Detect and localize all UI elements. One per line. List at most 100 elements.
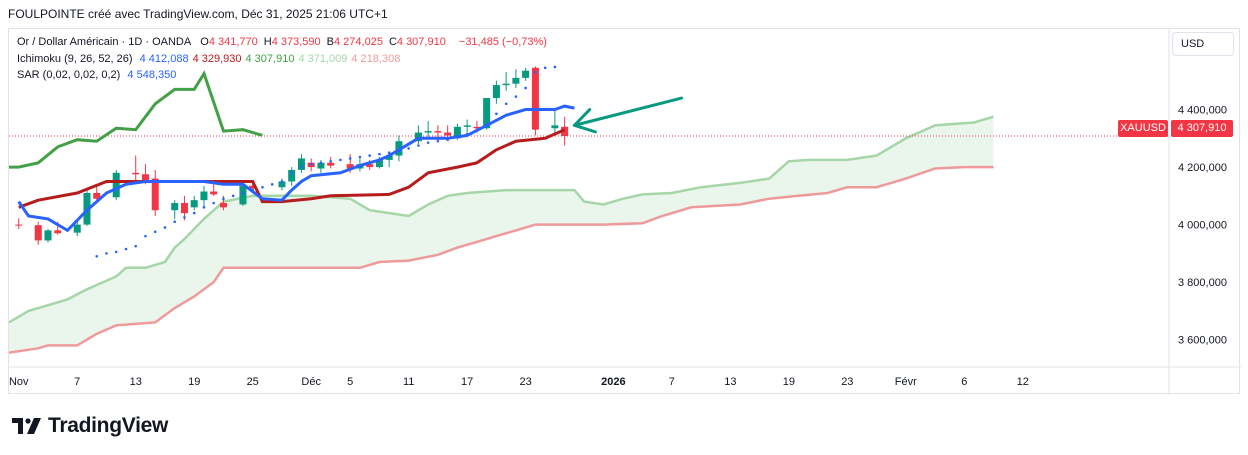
y-tick-label: 3 800,000 [1178,277,1227,289]
sar-dot [417,144,420,147]
candle-body [453,126,461,139]
sar-dot [524,86,527,90]
candle-body [502,83,510,86]
x-tick-label: 13 [724,376,736,388]
sar-dot [387,151,391,154]
chikou-span-line [9,70,263,169]
tradingview-logo[interactable]: TradingView [12,414,168,438]
legend-symbol-title: Or / Dollar Américain · 1D · OANDA [17,36,192,48]
legend-sar-label: SAR (0,02, 0,02, 0,2) [17,69,121,81]
sar-dot [553,65,557,69]
candle-body [531,67,539,130]
sar-dot [446,138,449,142]
sar-dot [378,152,381,156]
legend-ichimoku-value: 4 329,930 [192,53,242,65]
x-tick-label: 6 [961,376,967,388]
sar-dot [134,244,138,248]
senkou-span-a-line [9,115,994,324]
currency-button[interactable]: USD [1172,32,1234,56]
sar-dot [173,220,177,224]
legend-sar-value: 4 548,350 [127,69,177,81]
sar-dot [358,155,362,159]
candle-body [190,200,198,208]
sar-dot [241,191,245,195]
y-tick-label: 4 200,000 [1178,162,1227,174]
sar-dot [124,247,128,251]
sar-dot [495,112,498,116]
x-tick-label: 12 [1017,376,1029,388]
candle-body [444,132,452,136]
sar-dot [144,234,147,238]
candle-body [346,164,354,169]
tradingview-logo-icon [12,418,41,434]
price-tag-value: 4 307,910 [1171,120,1233,137]
candle-body [141,174,149,181]
sar-dot [222,197,225,201]
x-tick-label: Nov [9,376,29,388]
candle-body [34,225,42,241]
legend-ohlc: O4 341,770 H4 373,590 B4 274,025 C4 307,910 [200,36,452,48]
y-tick-label: 3 600,000 [1178,335,1227,347]
x-tick-label: 17 [461,376,473,388]
sar-dot [212,201,216,205]
sar-dot [270,183,274,186]
legend-ichimoku-values: 4 412,088 4 329,930 4 307,910 4 371,009 4 21… [140,53,405,65]
sar-dot [534,70,537,74]
tradingview-brand-text: TradingView [48,414,169,437]
chart-frame[interactable]: 4 400,000 4 200,000 4 000,000 3 800,000 3 60… [8,28,1241,395]
x-tick-label: 7 [669,376,675,388]
candle-body [463,125,471,127]
x-tick-label: 19 [783,376,795,388]
legend-ohlc-key: O [200,36,209,48]
sar-dot [504,102,508,106]
candle-body [317,162,325,169]
sar-dot [426,141,430,144]
candle-body [151,178,159,211]
x-tick-label: 25 [247,376,259,388]
candle-body [297,158,305,170]
x-tick-label: Déc [301,376,321,388]
legend-ichimoku-value: 4 218,308 [351,53,401,65]
candle-body [522,70,530,78]
sar-dot [290,171,293,175]
sar-dot [202,206,206,209]
candle-body [366,164,374,168]
annotation-arrow-shaft [572,96,684,127]
sar-dot [261,185,264,189]
candle-body [492,85,500,99]
sar-dot [300,165,303,169]
candle-body [15,224,23,226]
candle-body [288,169,296,182]
tenkan-sen-line [17,104,575,233]
sar-dot [163,226,167,229]
x-tick-label: 19 [188,376,200,388]
candle-body [512,77,520,84]
sar-dot [514,95,518,98]
candle-body [239,185,247,205]
price-tag-symbol: XAUUSD [1118,120,1168,137]
sar-dot [319,161,323,165]
sar-dot [407,147,410,150]
candle-body [200,191,208,201]
candle-body [171,203,179,211]
legend-ichimoku-line[interactable]: Ichimoku (9, 26, 52, 26) 4 412,088 4 329,… [17,53,408,65]
candle-body [210,191,218,195]
legend-ohlc-value: 4 307,910 [396,36,446,48]
annotation-arrow-head [572,108,597,134]
sar-dot [348,157,352,160]
price-chart[interactable]: 4 400,000 4 200,000 4 000,000 3 800,000 3 60… [9,29,1241,395]
x-tick-label: Févr [895,376,917,388]
x-tick-label: 5 [347,376,353,388]
candle-body [93,192,101,199]
sar-dot [397,149,401,153]
legend-sar-line[interactable]: SAR (0,02, 0,02, 0,2) 4 548,350 [17,69,180,81]
candle-body [424,131,432,133]
legend-ohlc-value: 4 373,590 [271,36,321,48]
sar-dot [456,135,459,139]
sar-dot [543,66,547,70]
sar-dot [153,230,157,234]
sar-dot [475,128,479,131]
candle-body [483,98,491,129]
candle-body [278,181,286,188]
x-tick-label: 23 [841,376,853,388]
